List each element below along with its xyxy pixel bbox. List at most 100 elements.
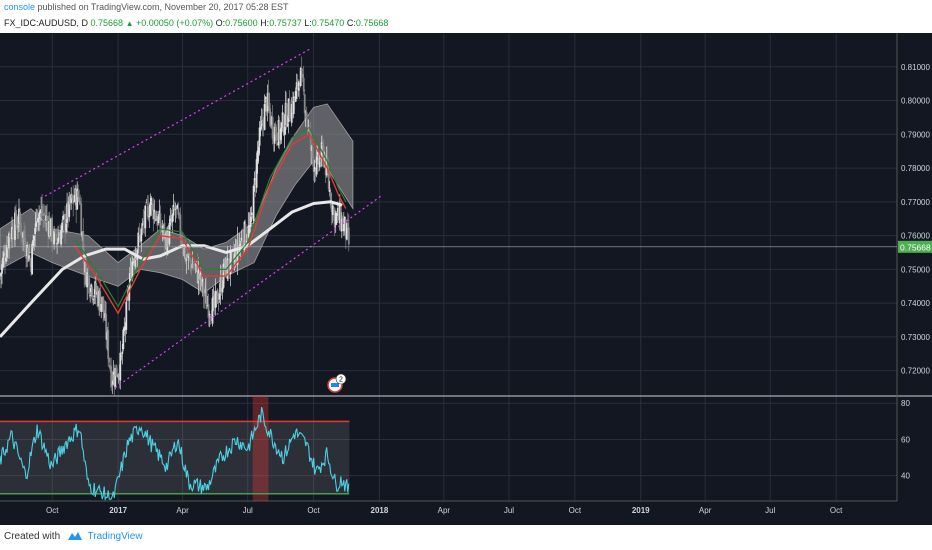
candle-body	[10, 234, 12, 239]
candle-body	[54, 230, 56, 232]
candle-body	[3, 252, 5, 260]
candle-body	[90, 284, 93, 292]
candle-body	[141, 223, 144, 226]
candle-body	[193, 267, 196, 268]
candle-body	[61, 222, 63, 230]
candle-body	[210, 319, 213, 321]
candle-body	[152, 203, 155, 220]
candle-body	[138, 235, 141, 236]
candle-body	[109, 365, 112, 370]
candle-body	[162, 225, 165, 230]
candle-body	[155, 218, 158, 221]
candle-body	[279, 129, 282, 140]
candle-body	[24, 237, 26, 252]
candle-body	[27, 248, 29, 262]
candle-body	[174, 208, 177, 210]
up-arrow-icon: ▲	[125, 19, 134, 28]
candle-body	[179, 214, 182, 238]
candle-body	[220, 275, 223, 293]
candle-body	[239, 243, 242, 249]
candle-body	[313, 167, 316, 172]
candle-body	[334, 213, 337, 225]
candle-body	[266, 92, 269, 112]
candle-body	[314, 169, 317, 176]
candle-body	[302, 77, 305, 92]
candle-body	[39, 211, 41, 214]
candle-body	[153, 209, 156, 220]
candle-body	[144, 205, 147, 229]
rsi-tick-label: 80	[901, 399, 910, 408]
low-label: L:	[304, 18, 312, 28]
price-chart-svg[interactable]: 0.75668 0.81000 0.80000 0.79000 0.78000 0.770…	[0, 33, 932, 525]
candle-body	[269, 111, 272, 127]
candle-body	[117, 374, 120, 377]
y-tick-label: 0.74000	[901, 299, 930, 308]
candle-body	[191, 264, 194, 269]
candle-body	[260, 120, 263, 127]
chart-area[interactable]: 0.75668 0.81000 0.80000 0.79000 0.78000 0.770…	[0, 33, 932, 525]
candle-body	[299, 68, 302, 87]
candle-body	[100, 304, 103, 312]
candle-body	[60, 230, 62, 245]
x-tick-label: Apr	[176, 506, 189, 515]
candle-body	[50, 218, 52, 237]
candle-body	[194, 264, 197, 266]
candle-body	[280, 122, 283, 132]
candle-body	[278, 120, 281, 141]
candle-body	[177, 208, 180, 215]
candle-body	[120, 355, 123, 357]
candle-body	[273, 126, 276, 144]
candle-body	[294, 90, 297, 102]
candle-body	[197, 270, 200, 284]
rsi-overbought-span	[252, 396, 269, 501]
channel-upper-line	[40, 47, 312, 200]
candle-body	[287, 98, 290, 122]
candle-body	[211, 298, 214, 324]
candle-body	[264, 96, 267, 103]
candle-body	[45, 215, 47, 221]
candle-body	[76, 188, 79, 210]
candle-body	[133, 263, 136, 265]
tradingview-brand[interactable]: TradingView	[87, 531, 143, 542]
candle-body	[277, 120, 280, 146]
rsi-tick-label: 60	[901, 435, 910, 444]
high-value: 0.75737	[269, 18, 302, 28]
candle-body	[207, 304, 210, 318]
candle-body	[126, 295, 129, 299]
candle-body	[283, 126, 286, 136]
candle-body	[83, 255, 86, 275]
candle-body	[261, 119, 264, 124]
candle-body	[37, 218, 39, 223]
close-value: 0.75668	[355, 18, 389, 28]
candle-body	[51, 217, 53, 243]
candle-body	[326, 158, 329, 174]
candle-body	[286, 124, 289, 126]
candle-body	[166, 230, 169, 254]
rsi-line	[0, 407, 350, 502]
candle-body	[209, 315, 212, 319]
candle-body	[180, 241, 183, 243]
y-tick-label: 0.72000	[901, 367, 930, 376]
candle-body	[205, 289, 208, 309]
candle-body	[252, 185, 255, 221]
author-link[interactable]: console	[4, 2, 36, 12]
candle-body	[53, 230, 55, 245]
candle-body	[293, 97, 296, 102]
candle-body	[270, 117, 273, 125]
candle-body	[282, 114, 285, 134]
candle-body	[147, 206, 150, 220]
candle-body	[216, 289, 219, 304]
candle-body	[107, 330, 110, 359]
candle-body	[250, 212, 253, 215]
candle-body	[204, 289, 207, 294]
tradingview-logo-icon	[67, 532, 82, 541]
candle-body	[40, 209, 42, 212]
candle-body	[219, 277, 222, 292]
candle-body	[33, 235, 35, 241]
candle-body	[315, 156, 318, 175]
candle-body	[225, 257, 228, 278]
candle-body	[85, 262, 88, 287]
candle-body	[329, 192, 332, 206]
candle-body	[303, 94, 306, 114]
candle-body	[35, 212, 37, 227]
